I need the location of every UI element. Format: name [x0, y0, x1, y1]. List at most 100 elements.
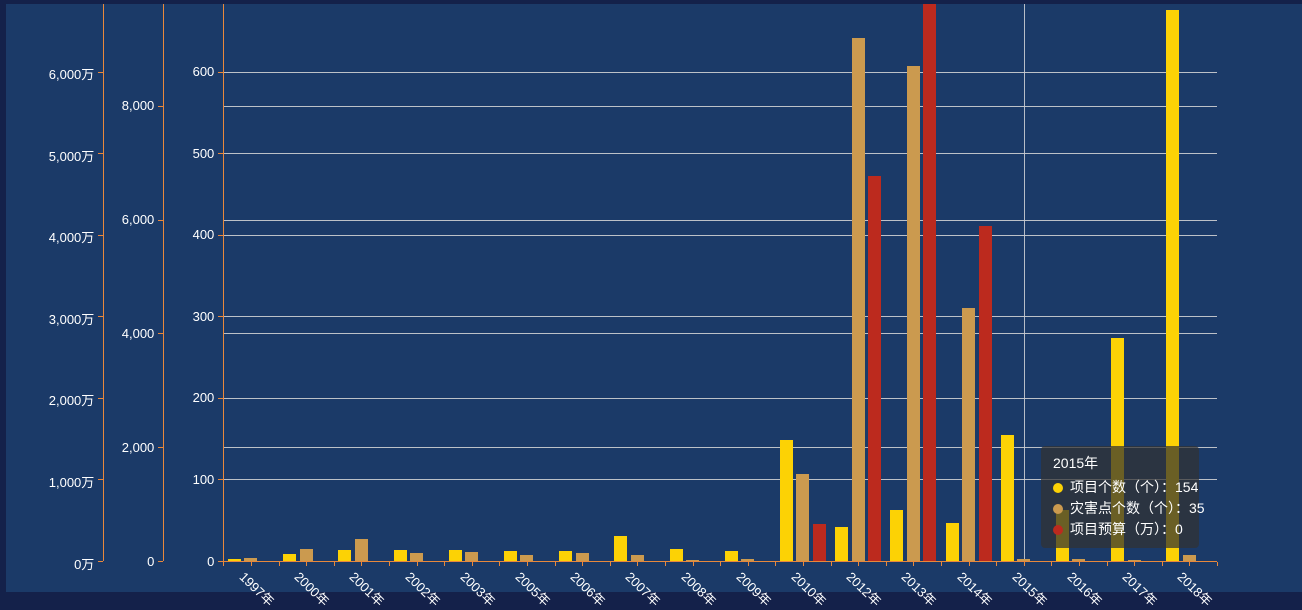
x-axis-tick	[471, 562, 473, 566]
x-axis-tick	[637, 562, 639, 566]
bar-项目个数（个）-2010年[interactable]	[779, 440, 793, 561]
y-axis-line-points	[163, 4, 165, 561]
x-axis-tick	[1106, 562, 1108, 566]
y-axis-tick	[98, 561, 104, 562]
y-axis-tick	[98, 234, 104, 236]
bar-项目个数（个）-2012年[interactable]	[835, 526, 849, 561]
x-axis-tick	[416, 562, 418, 566]
bar-项目个数（个）-2009年[interactable]	[724, 551, 738, 561]
bar-灾害点个数（个）-1997年[interactable]	[244, 558, 258, 561]
y-axis-tick	[218, 316, 224, 318]
x-axis-tick	[775, 562, 777, 566]
tooltip-title: 2015年	[1053, 455, 1099, 471]
y-axis-tick	[218, 71, 224, 73]
y-axis-tick	[158, 219, 164, 221]
x-axis-line	[223, 561, 1217, 562]
y-axis-tick	[158, 447, 164, 449]
x-axis-tick	[526, 562, 528, 566]
axis-pointer-line	[1023, 4, 1025, 561]
x-axis-tick	[858, 562, 860, 566]
bar-灾害点个数（个）-2003年[interactable]	[465, 551, 479, 561]
x-axis-tick	[720, 562, 722, 566]
x-axis-tick	[996, 562, 998, 566]
x-axis-tick	[361, 562, 363, 566]
y-axis-tick	[98, 316, 104, 318]
x-axis-tick	[940, 562, 942, 566]
y-axis-tick	[98, 397, 104, 399]
bar-灾害点个数（个）-2009年[interactable]	[741, 559, 755, 561]
x-axis-tick	[223, 562, 225, 566]
bar-灾害点个数（个）-2002年[interactable]	[410, 553, 424, 561]
bar-项目个数（个）-2013年[interactable]	[890, 509, 904, 561]
x-axis-tick	[444, 562, 446, 566]
y-axis-tick	[218, 153, 224, 155]
x-axis-tick	[664, 562, 666, 566]
bar-项目个数（个）-2000年[interactable]	[283, 553, 297, 561]
gridline	[223, 71, 1217, 73]
bar-灾害点个数（个）-2012年[interactable]	[851, 37, 865, 561]
bar-灾害点个数（个）-2016年[interactable]	[1072, 559, 1086, 561]
x-axis-tick	[1217, 562, 1218, 566]
bar-项目个数（个）-2014年[interactable]	[945, 522, 959, 561]
y-axis-tick	[98, 71, 104, 73]
gridline	[223, 447, 1217, 449]
bar-项目预算（万）-2014年[interactable]	[978, 225, 992, 561]
y-axis-tick	[218, 479, 224, 481]
y-axis-tick	[98, 479, 104, 481]
x-axis-tick	[1161, 562, 1163, 566]
gridline	[223, 105, 1217, 107]
x-axis-tick	[830, 562, 832, 566]
bar-项目个数（个）-2002年[interactable]	[393, 550, 407, 561]
bar-灾害点个数（个）-2017年[interactable]	[1127, 559, 1141, 561]
x-axis-tick	[1023, 562, 1025, 566]
bar-灾害点个数（个）-2000年[interactable]	[299, 549, 313, 561]
x-axis-tick	[913, 562, 915, 566]
x-axis-tick	[306, 562, 308, 566]
bar-项目个数（个）-2006年[interactable]	[559, 551, 573, 561]
y-axis-tick	[158, 561, 164, 562]
gridline	[223, 219, 1217, 221]
bar-灾害点个数（个）-2013年[interactable]	[906, 66, 920, 561]
tooltip-series-dot	[1053, 483, 1063, 493]
bar-灾害点个数（个）-2005年[interactable]	[520, 554, 534, 561]
bar-项目预算（万）-2013年[interactable]	[923, 4, 937, 561]
y-axis-tick	[218, 234, 224, 236]
x-axis-tick	[278, 562, 280, 566]
x-axis-tick	[1189, 562, 1191, 566]
bar-灾害点个数（个）-2008年[interactable]	[686, 559, 700, 561]
x-axis-tick	[388, 562, 390, 566]
tooltip-series-dot	[1053, 504, 1063, 514]
y-axis-tick	[158, 333, 164, 335]
bar-灾害点个数（个）-2018年[interactable]	[1182, 554, 1196, 561]
bar-项目预算（万）-2010年[interactable]	[812, 524, 826, 561]
bar-灾害点个数（个）-2014年[interactable]	[962, 307, 976, 561]
bar-项目个数（个）-2005年[interactable]	[503, 551, 517, 561]
bar-灾害点个数（个）-2006年[interactable]	[575, 552, 589, 561]
x-axis-tick	[609, 562, 611, 566]
bar-项目个数（个）-2001年[interactable]	[338, 549, 352, 561]
bar-项目个数（个）-1997年[interactable]	[227, 559, 241, 561]
bar-项目个数（个）-2007年[interactable]	[614, 535, 628, 561]
bar-灾害点个数（个）-2010年[interactable]	[796, 473, 810, 561]
bar-灾害点个数（个）-2001年[interactable]	[354, 539, 368, 561]
x-axis-tick	[1134, 562, 1136, 566]
bar-灾害点个数（个）-2007年[interactable]	[630, 555, 644, 561]
tooltip-row: 灾害点个数（个）：35	[1053, 498, 1205, 519]
bar-项目个数（个）-2018年[interactable]	[1166, 9, 1180, 561]
bar-项目个数（个）-2003年[interactable]	[448, 550, 462, 561]
tooltip-rows: 项目个数（个）：154 灾害点个数（个）：35 项目预算（万）：0	[1053, 477, 1205, 540]
bar-项目个数（个）-2015年[interactable]	[1000, 435, 1014, 561]
bar-项目预算（万）-2012年[interactable]	[868, 176, 882, 561]
x-axis-tick	[1078, 562, 1080, 566]
bar-项目个数（个）-2008年[interactable]	[669, 548, 683, 561]
y-axis-line-count	[223, 4, 225, 561]
tooltip-series-dot	[1053, 525, 1063, 535]
x-axis-tick	[802, 562, 804, 566]
tooltip: 2015年 项目个数（个）：154 灾害点个数（个）：35 项目预算（万）：0	[1041, 446, 1205, 548]
bar-灾害点个数（个）-2015年[interactable]	[1017, 559, 1031, 561]
x-axis-tick	[692, 562, 694, 566]
x-axis-tick	[499, 562, 501, 566]
y-axis-line-budget	[103, 4, 105, 561]
x-axis-tick	[554, 562, 556, 566]
